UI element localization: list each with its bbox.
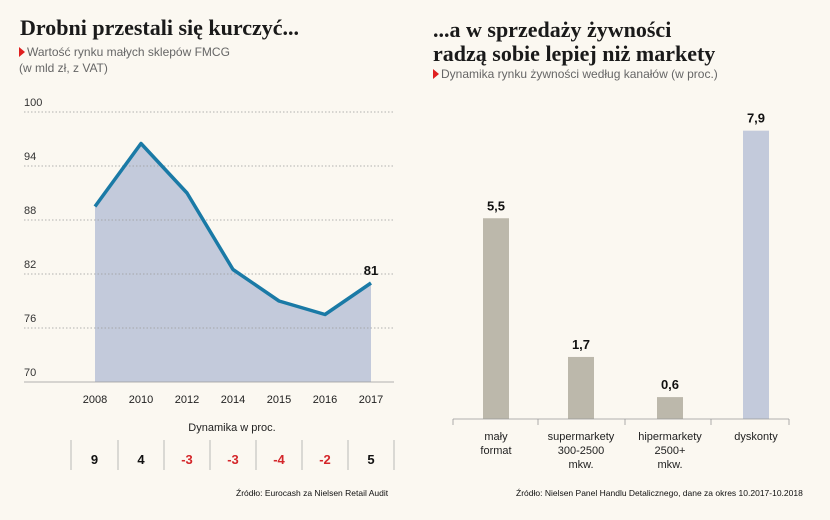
bar-value-label: 7,9 bbox=[747, 111, 765, 126]
area-fill bbox=[95, 143, 371, 382]
y-tick-label: 94 bbox=[24, 151, 36, 163]
red-triangle-icon bbox=[19, 46, 25, 57]
category-label: dyskonty bbox=[734, 431, 778, 443]
y-tick-label: 88 bbox=[24, 205, 36, 217]
y-tick-label: 82 bbox=[24, 259, 36, 271]
left-source: Źródło: Eurocash za Nielsen Retail Audit bbox=[236, 488, 389, 498]
bar bbox=[657, 397, 683, 419]
right-chart-title: ...a w sprzedaży żywności radzą sobie le… bbox=[433, 18, 715, 66]
right-title-line2: radzą sobie lepiej niż markety bbox=[433, 41, 716, 66]
x-tick-label: 2014 bbox=[221, 394, 245, 406]
category-label: mkw. bbox=[568, 459, 593, 471]
bar-value-label: 1,7 bbox=[572, 337, 590, 352]
category-label: 2500+ bbox=[655, 445, 686, 457]
dynamics-value: -4 bbox=[273, 452, 285, 467]
bar-value-label: 5,5 bbox=[487, 198, 505, 213]
left-chart-subtitle: Wartość rynku małych sklepów FMCG (w mld… bbox=[19, 44, 230, 76]
y-tick-label: 76 bbox=[24, 313, 36, 325]
x-tick-label: 2010 bbox=[129, 394, 153, 406]
x-tick-label: 2015 bbox=[267, 394, 291, 406]
y-tick-label: 70 bbox=[24, 367, 36, 379]
data-label: 81 bbox=[364, 263, 378, 278]
category-label: supermarkety bbox=[548, 431, 615, 443]
category-label: 300-2500 bbox=[558, 445, 605, 457]
dynamics-value: 4 bbox=[137, 452, 145, 467]
bar bbox=[483, 218, 509, 419]
y-tick-label: 100 bbox=[24, 97, 42, 109]
series-line bbox=[93, 141, 372, 317]
x-tick-label: 2008 bbox=[83, 394, 107, 406]
right-subtitle-text: Dynamika rynku żywności według kanałów (… bbox=[441, 67, 718, 81]
category-label: hipermarkety bbox=[638, 431, 702, 443]
category-label: mały bbox=[484, 431, 508, 443]
category-label: mkw. bbox=[657, 459, 682, 471]
bar bbox=[568, 356, 594, 419]
left-subtitle-line2: (w mld zł, z VAT) bbox=[19, 61, 108, 75]
x-tick-label: 2012 bbox=[175, 394, 199, 406]
right-source: Źródło: Nielsen Panel Handlu Detaliczneg… bbox=[516, 488, 803, 498]
dynamics-value: -3 bbox=[227, 452, 239, 467]
bar-value-label: 0,6 bbox=[661, 377, 679, 392]
dynamics-value: 9 bbox=[91, 452, 98, 467]
x-tick-label: 2017 bbox=[359, 394, 383, 406]
dynamics-value: 5 bbox=[367, 452, 374, 467]
dynamics-value: -3 bbox=[181, 452, 193, 467]
right-title-line1: ...a w sprzedaży żywności bbox=[433, 17, 672, 42]
category-label: format bbox=[480, 445, 511, 457]
dynamics-title: Dynamika w proc. bbox=[188, 422, 275, 434]
bar bbox=[743, 130, 769, 419]
left-subtitle-line1: Wartość rynku małych sklepów FMCG bbox=[27, 45, 230, 59]
dynamics-value: -2 bbox=[319, 452, 331, 467]
right-bar-chart: 5,5 mały format 1,7 supermarkety 300-2500 mkw.… bbox=[452, 111, 790, 471]
left-chart-title: Drobni przestali się kurczyć... bbox=[20, 15, 300, 40]
x-tick-label: 2016 bbox=[313, 394, 337, 406]
red-triangle-icon bbox=[433, 68, 439, 79]
right-chart-subtitle: Dynamika rynku żywności według kanałów (… bbox=[433, 66, 718, 82]
